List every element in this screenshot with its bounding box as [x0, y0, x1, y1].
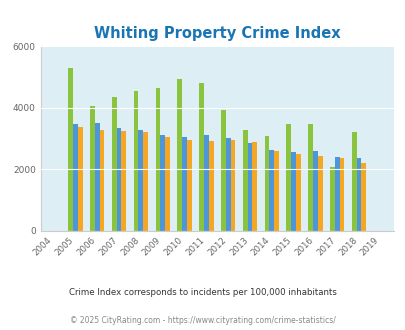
- Bar: [273, 151, 278, 231]
- Bar: [230, 140, 235, 231]
- Bar: [317, 156, 322, 231]
- Bar: [73, 124, 78, 231]
- Bar: [143, 132, 148, 231]
- Bar: [295, 154, 300, 231]
- Bar: [112, 97, 116, 231]
- Bar: [290, 152, 295, 231]
- Bar: [307, 123, 312, 231]
- Bar: [90, 106, 95, 231]
- Bar: [242, 130, 247, 231]
- Bar: [286, 124, 290, 231]
- Bar: [160, 135, 165, 231]
- Bar: [360, 163, 365, 231]
- Bar: [356, 158, 360, 231]
- Bar: [182, 137, 186, 231]
- Bar: [177, 79, 182, 231]
- Bar: [264, 136, 269, 231]
- Bar: [203, 135, 208, 231]
- Bar: [100, 130, 104, 231]
- Bar: [155, 88, 160, 231]
- Bar: [198, 83, 203, 231]
- Text: © 2025 CityRating.com - https://www.cityrating.com/crime-statistics/: © 2025 CityRating.com - https://www.city…: [70, 315, 335, 325]
- Bar: [116, 128, 121, 231]
- Bar: [339, 158, 343, 231]
- Bar: [329, 167, 334, 231]
- Bar: [220, 110, 225, 231]
- Bar: [68, 68, 73, 231]
- Bar: [186, 140, 191, 231]
- Text: Crime Index corresponds to incidents per 100,000 inhabitants: Crime Index corresponds to incidents per…: [69, 287, 336, 297]
- Bar: [138, 130, 143, 231]
- Bar: [351, 132, 356, 231]
- Bar: [133, 91, 138, 231]
- Bar: [334, 157, 339, 231]
- Bar: [78, 127, 83, 231]
- Bar: [225, 138, 230, 231]
- Bar: [269, 150, 273, 231]
- Bar: [165, 137, 169, 231]
- Bar: [247, 143, 252, 231]
- Bar: [95, 123, 100, 231]
- Bar: [121, 131, 126, 231]
- Bar: [252, 142, 256, 231]
- Title: Whiting Property Crime Index: Whiting Property Crime Index: [94, 26, 340, 41]
- Bar: [312, 151, 317, 231]
- Bar: [208, 141, 213, 231]
